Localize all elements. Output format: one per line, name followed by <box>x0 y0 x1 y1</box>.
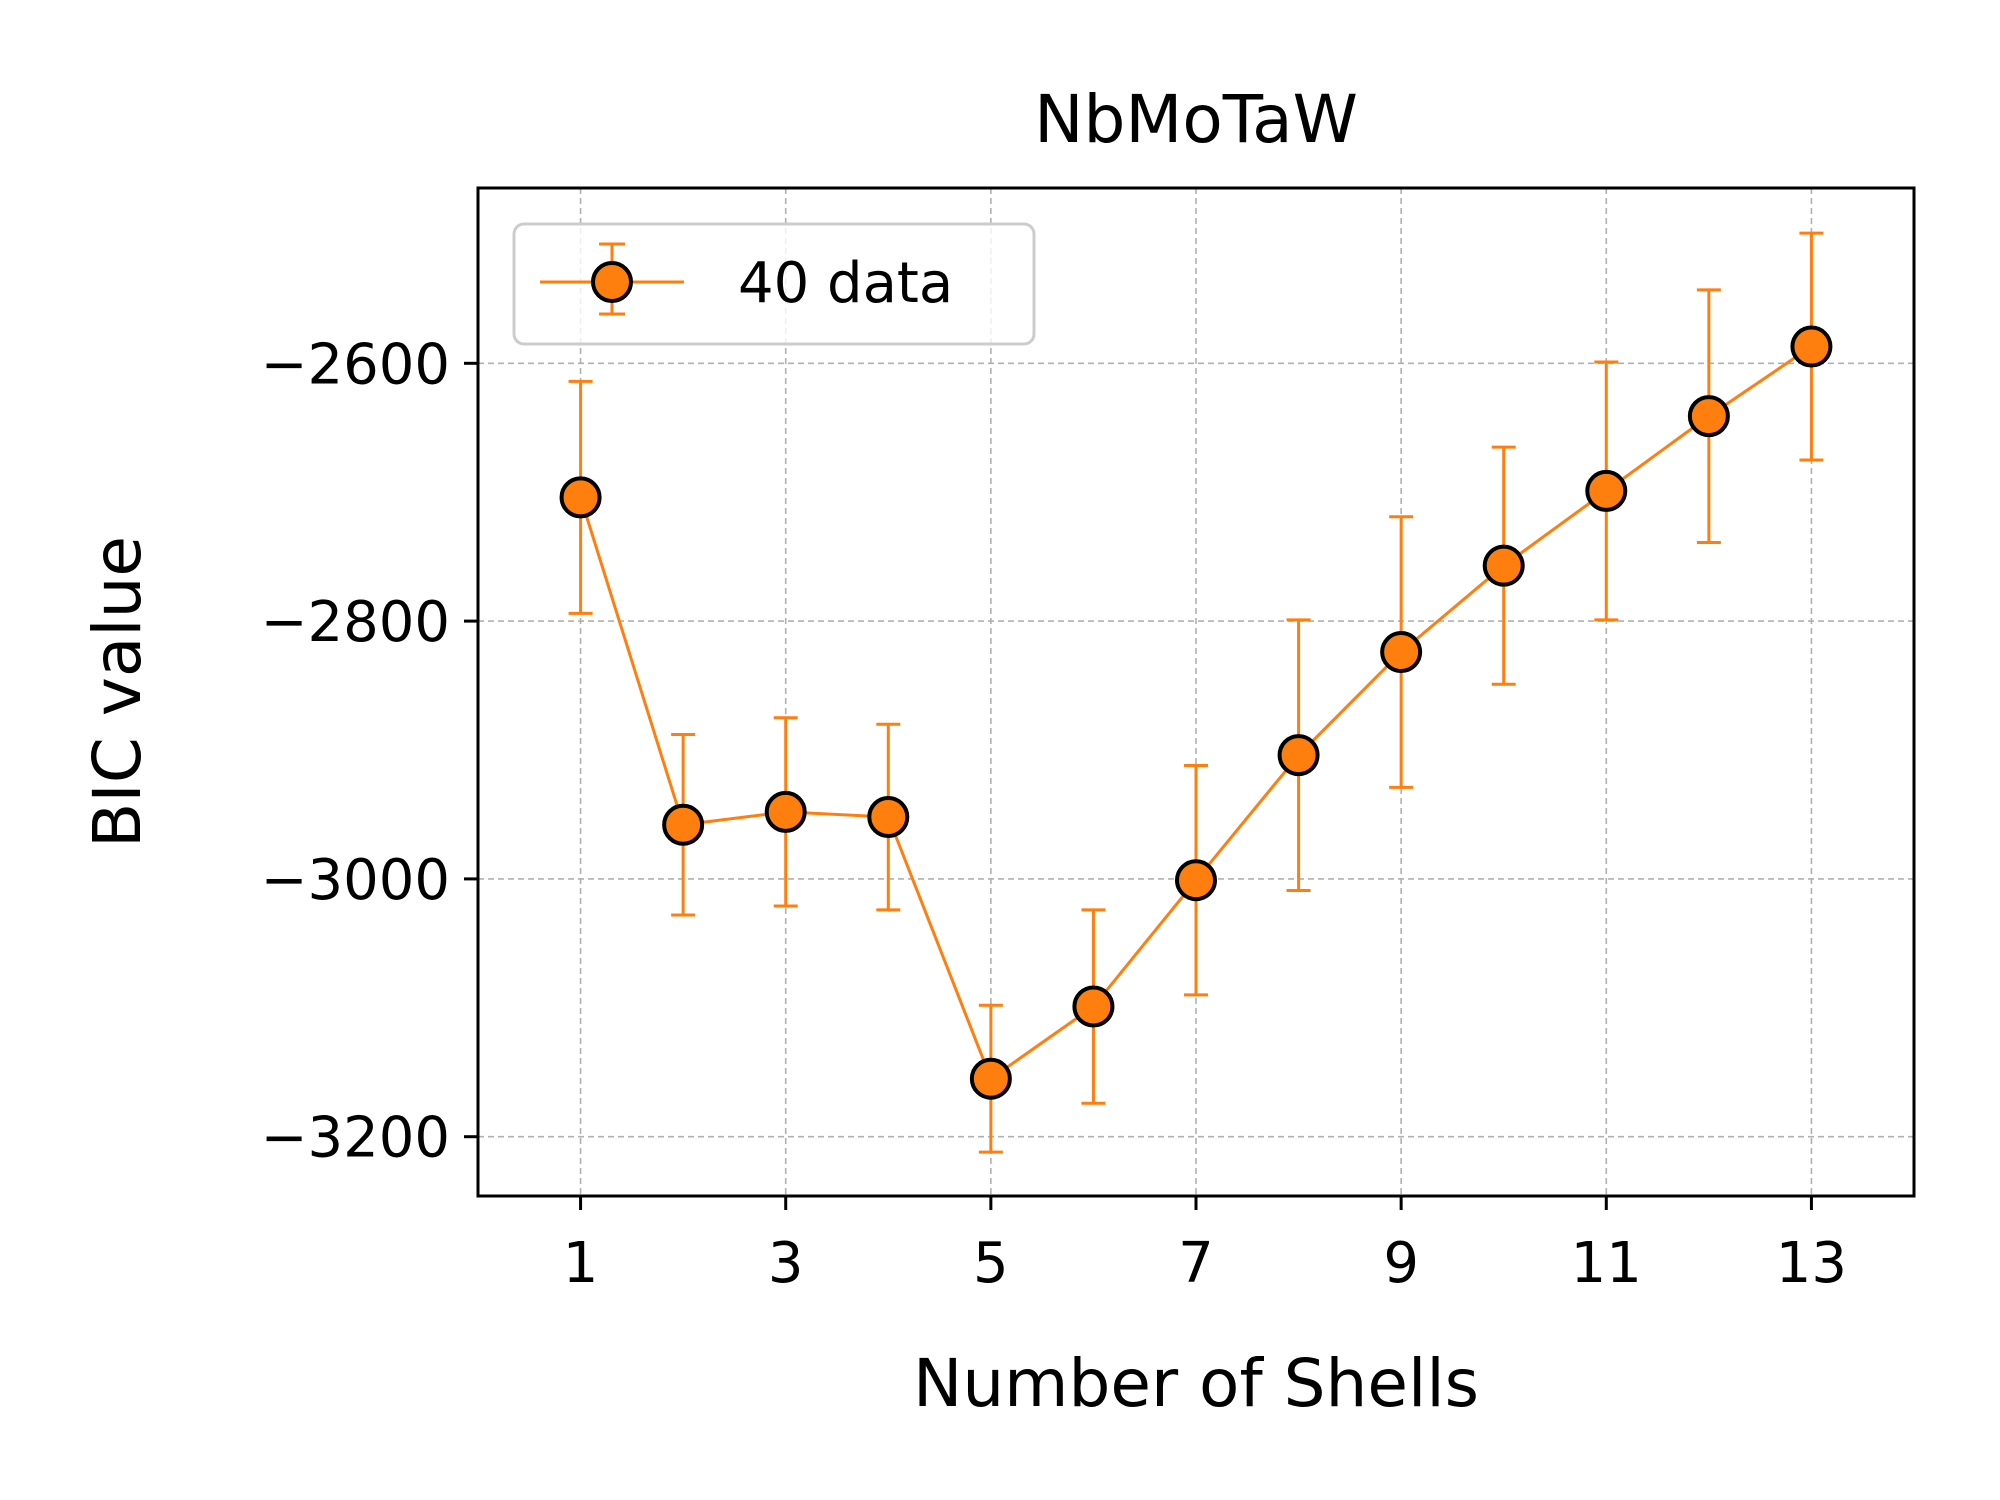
data-point <box>867 796 910 839</box>
y-tick-label: −2600 <box>261 332 450 397</box>
series-group <box>559 231 1833 1154</box>
legend[interactable]: 40 data <box>512 222 1036 346</box>
x-tick-label: 1 <box>563 1231 599 1296</box>
data-point <box>1072 985 1115 1028</box>
data-point <box>969 1057 1012 1100</box>
ticks: 1 3 5 7 9 11 13−2600−2800−3000−3200 <box>261 332 1847 1296</box>
series-layer <box>559 231 1833 1154</box>
y-tick-label: −2800 <box>261 590 450 655</box>
data-point <box>662 803 705 846</box>
x-tick-label: 13 <box>1776 1231 1847 1296</box>
y-tick-label: −3200 <box>261 1106 450 1171</box>
data-point <box>1175 859 1217 902</box>
data-point <box>1790 325 1833 368</box>
data-point <box>1277 734 1320 777</box>
y-tick-label: −3000 <box>261 848 450 913</box>
legend-marker <box>591 261 633 303</box>
x-tick-label: 5 <box>973 1231 1009 1296</box>
data-point <box>1380 631 1423 674</box>
data-point <box>1585 469 1628 512</box>
x-tick-label: 9 <box>1383 1231 1419 1296</box>
data-point <box>1482 544 1525 587</box>
data-point <box>764 790 807 833</box>
legend-label: 40 data <box>738 251 953 316</box>
x-tick-label: 3 <box>768 1231 804 1296</box>
chart-title: NbMoTaW <box>1034 81 1358 158</box>
x-axis-label: Number of Shells <box>913 1345 1479 1422</box>
data-point <box>1687 395 1730 438</box>
data-point <box>559 476 602 519</box>
y-axis-label: BIC value <box>79 536 156 848</box>
legend-box <box>512 222 1036 346</box>
x-tick-label: 7 <box>1178 1231 1214 1296</box>
x-tick-label: 11 <box>1571 1231 1642 1296</box>
